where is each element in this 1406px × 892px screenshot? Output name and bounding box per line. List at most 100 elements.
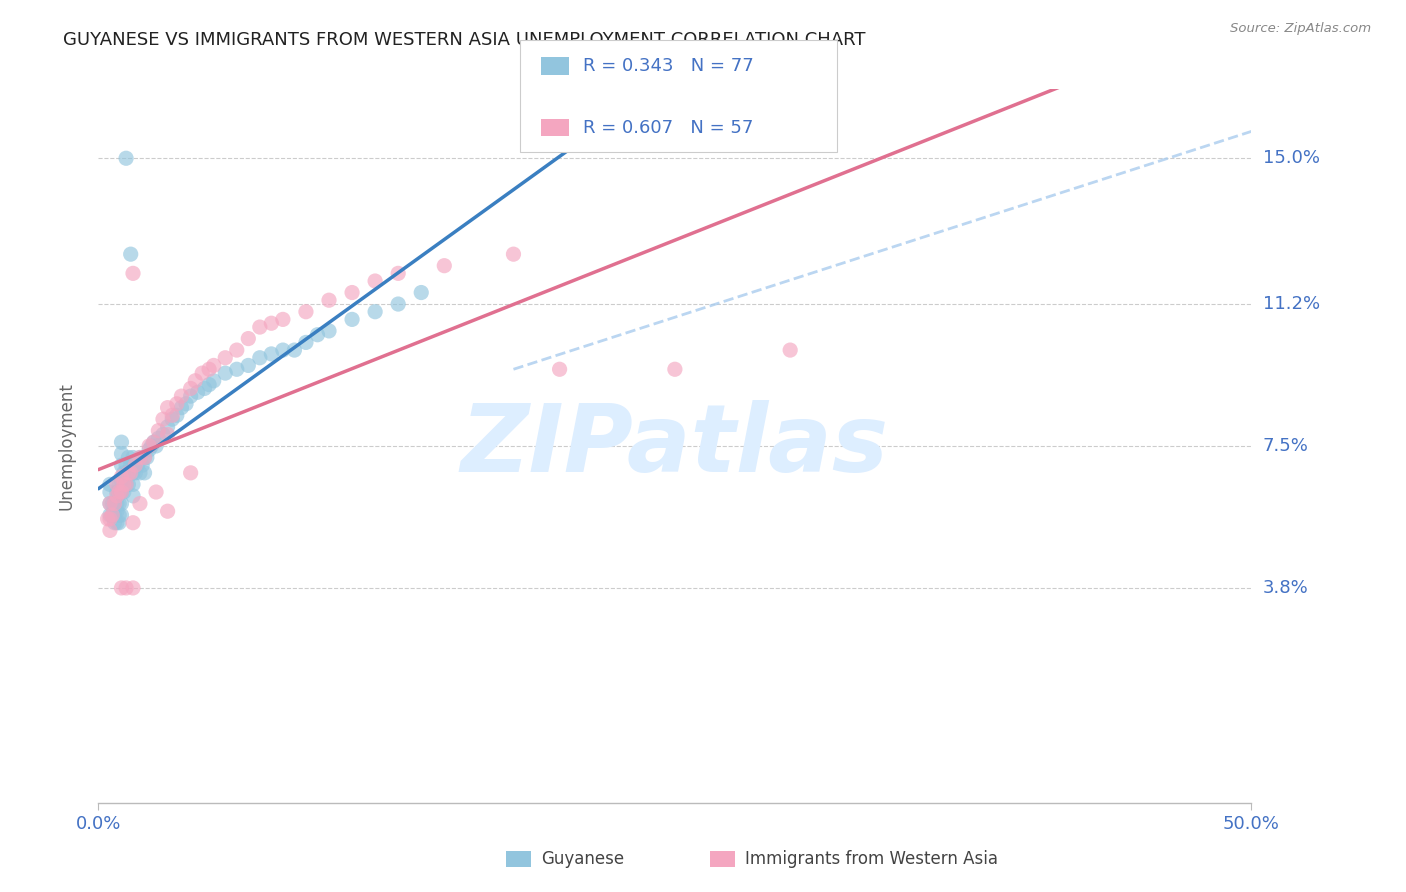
Text: R = 0.607   N = 57: R = 0.607 N = 57 — [583, 119, 754, 136]
Point — [105, 477, 128, 491]
Point — [122, 477, 145, 491]
Point — [225, 343, 247, 357]
Point — [103, 508, 125, 522]
Point — [145, 439, 167, 453]
Text: 3.8%: 3.8% — [1263, 579, 1309, 597]
Point — [249, 320, 271, 334]
Point — [779, 343, 801, 357]
Text: Immigrants from Western Asia: Immigrants from Western Asia — [745, 850, 998, 868]
Point — [166, 397, 188, 411]
Point — [105, 489, 128, 503]
Point — [110, 497, 132, 511]
Point — [502, 247, 524, 261]
Point — [122, 266, 145, 280]
Point — [238, 359, 260, 373]
Point — [105, 516, 128, 530]
Point — [160, 412, 183, 426]
Point — [145, 485, 167, 500]
Point — [198, 362, 221, 376]
Point — [295, 335, 318, 350]
Point — [156, 401, 179, 415]
Point — [135, 450, 157, 465]
Point — [260, 347, 283, 361]
Point — [101, 508, 124, 522]
Point — [283, 343, 305, 357]
Point — [105, 504, 128, 518]
Point — [117, 466, 139, 480]
Point — [115, 581, 138, 595]
Y-axis label: Unemployment: Unemployment — [58, 382, 76, 510]
Text: 15.0%: 15.0% — [1263, 149, 1320, 168]
Point — [260, 316, 283, 330]
Point — [548, 362, 571, 376]
Point — [134, 450, 156, 465]
Point — [127, 458, 149, 473]
Point — [103, 516, 125, 530]
Point — [156, 504, 179, 518]
Point — [103, 497, 125, 511]
Point — [142, 435, 165, 450]
Point — [180, 381, 202, 395]
Point — [131, 458, 153, 473]
Point — [120, 458, 142, 473]
Point — [115, 477, 138, 491]
Point — [664, 362, 686, 376]
Point — [193, 381, 215, 395]
Point — [122, 516, 145, 530]
Point — [411, 285, 433, 300]
Point — [202, 374, 225, 388]
Point — [112, 485, 135, 500]
Point — [117, 450, 139, 465]
Point — [120, 247, 142, 261]
Point — [225, 362, 247, 376]
Point — [115, 458, 138, 473]
Point — [318, 293, 340, 308]
Point — [110, 485, 132, 500]
Point — [105, 497, 128, 511]
Point — [364, 274, 387, 288]
Point — [97, 512, 120, 526]
Point — [148, 424, 170, 438]
Point — [98, 497, 121, 511]
Point — [108, 508, 131, 522]
Point — [340, 312, 363, 326]
Point — [433, 259, 456, 273]
Point — [387, 297, 409, 311]
Point — [170, 389, 193, 403]
Point — [110, 469, 132, 483]
Point — [340, 285, 363, 300]
Point — [105, 485, 128, 500]
Point — [110, 435, 132, 450]
Point — [98, 477, 121, 491]
Point — [110, 474, 132, 488]
Point — [198, 377, 221, 392]
Point — [110, 458, 132, 473]
Point — [138, 442, 160, 457]
Point — [117, 477, 139, 491]
Point — [124, 458, 146, 473]
Point — [110, 447, 132, 461]
Point — [141, 439, 163, 453]
Point — [110, 508, 132, 522]
Point — [98, 508, 121, 522]
Point — [115, 477, 138, 491]
Point — [134, 450, 156, 465]
Point — [318, 324, 340, 338]
Point — [117, 466, 139, 480]
Point — [129, 450, 152, 465]
Point — [191, 366, 214, 380]
Point — [122, 466, 145, 480]
Point — [103, 497, 125, 511]
Point — [122, 489, 145, 503]
Point — [98, 497, 121, 511]
Point — [98, 485, 121, 500]
Point — [387, 266, 409, 280]
Point — [134, 466, 156, 480]
Point — [122, 450, 145, 465]
Point — [108, 477, 131, 491]
Point — [166, 409, 188, 423]
Point — [108, 497, 131, 511]
Point — [160, 409, 183, 423]
Point — [156, 427, 179, 442]
Point — [112, 466, 135, 480]
